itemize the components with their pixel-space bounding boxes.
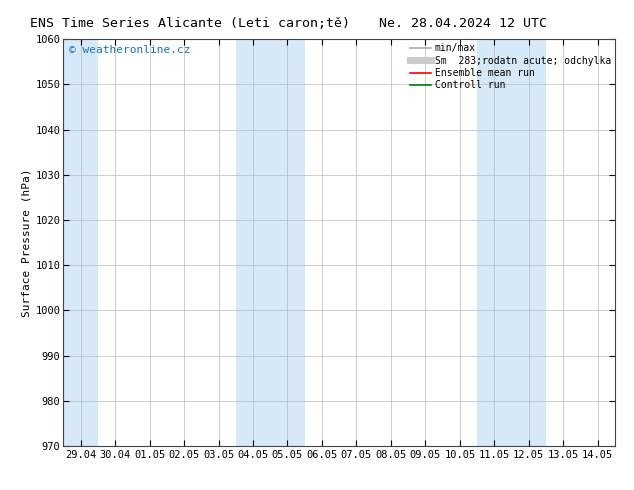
Bar — [477, 39, 546, 446]
Text: Ne. 28.04.2024 12 UTC: Ne. 28.04.2024 12 UTC — [379, 17, 547, 30]
Title: ENS Time Series Alicante (Leti caron;tě)    Ne. 28.04.2024 12 UTC: ENS Time Series Alicante (Leti caron;tě)… — [0, 489, 1, 490]
Text: © weatheronline.cz: © weatheronline.cz — [69, 45, 190, 55]
Bar — [63, 39, 98, 446]
Text: ENS Time Series Alicante (Leti caron;tě): ENS Time Series Alicante (Leti caron;tě) — [30, 17, 350, 30]
Y-axis label: Surface Pressure (hPa): Surface Pressure (hPa) — [22, 168, 32, 317]
Legend: min/max, Sm  283;rodatn acute; odchylka, Ensemble mean run, Controll run: min/max, Sm 283;rodatn acute; odchylka, … — [408, 41, 613, 92]
Bar — [236, 39, 305, 446]
